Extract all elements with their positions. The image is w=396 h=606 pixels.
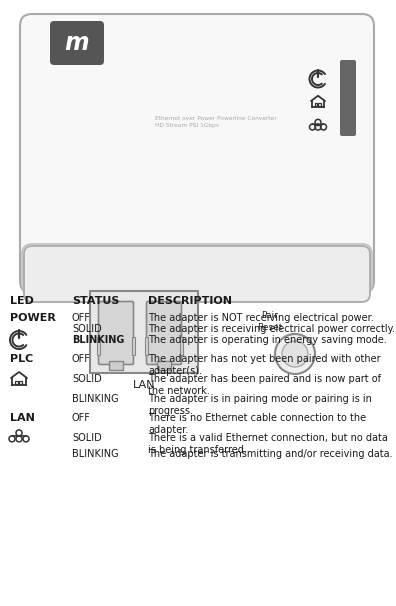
Bar	[318, 103, 321, 106]
Bar	[132, 337, 135, 355]
FancyBboxPatch shape	[20, 14, 374, 293]
Text: DESCRIPTION: DESCRIPTION	[148, 296, 232, 306]
Circle shape	[275, 334, 315, 374]
Text: PLC: PLC	[10, 354, 33, 364]
Text: The adapter is transmitting and/or receiving data.: The adapter is transmitting and/or recei…	[148, 449, 392, 459]
Text: STATUS: STATUS	[72, 296, 119, 306]
Text: POWER: POWER	[10, 313, 56, 323]
FancyBboxPatch shape	[340, 60, 356, 136]
Text: The adapter is in pairing mode or pairing is in
progress.: The adapter is in pairing mode or pairin…	[148, 394, 372, 416]
FancyBboxPatch shape	[50, 21, 104, 65]
FancyBboxPatch shape	[99, 302, 133, 364]
Text: OFF: OFF	[72, 413, 91, 423]
Bar	[109, 361, 123, 370]
Text: The adapter has not yet been paired with other
adapter(s).: The adapter has not yet been paired with…	[148, 354, 381, 376]
Text: Pair
Reset: Pair Reset	[257, 311, 283, 332]
Text: The adapter is receiving electrical power correctly.: The adapter is receiving electrical powe…	[148, 324, 395, 334]
Text: LED: LED	[10, 296, 34, 306]
Text: The adapter is operating in energy saving mode.: The adapter is operating in energy savin…	[148, 335, 387, 345]
Text: SOLID: SOLID	[72, 374, 102, 384]
Text: OFF: OFF	[72, 313, 91, 323]
Text: There is no Ethernet cable connection to the
adapter.: There is no Ethernet cable connection to…	[148, 413, 366, 435]
Bar	[15, 381, 18, 384]
FancyBboxPatch shape	[147, 302, 181, 364]
Bar	[314, 103, 317, 106]
Text: HD Stream PSI 1Gbps: HD Stream PSI 1Gbps	[155, 124, 219, 128]
Bar	[97, 337, 100, 355]
Text: The adapter is NOT receiving electrical power.: The adapter is NOT receiving electrical …	[148, 313, 374, 323]
Text: The adapter has been paired and is now part of
the network.: The adapter has been paired and is now p…	[148, 374, 381, 396]
Text: OFF: OFF	[72, 354, 91, 364]
Bar	[145, 337, 148, 355]
Text: BLINKING: BLINKING	[72, 394, 119, 404]
Text: LAN: LAN	[10, 413, 35, 423]
Text: BLINKING: BLINKING	[72, 449, 119, 459]
Circle shape	[282, 341, 308, 367]
Text: BLINKING: BLINKING	[72, 335, 124, 345]
Bar	[19, 381, 23, 384]
Text: m: m	[65, 31, 89, 55]
Text: There is a valid Ethernet connection, but no data
is being transferred.: There is a valid Ethernet connection, bu…	[148, 433, 388, 454]
Bar	[157, 361, 171, 370]
Text: LAN: LAN	[133, 380, 155, 390]
FancyBboxPatch shape	[24, 246, 370, 302]
Text: Ethernet over Power Powerline Converter: Ethernet over Power Powerline Converter	[155, 116, 277, 121]
Text: SOLID: SOLID	[72, 324, 102, 334]
Bar	[180, 337, 183, 355]
Bar	[90, 291, 198, 373]
Text: SOLID: SOLID	[72, 433, 102, 443]
